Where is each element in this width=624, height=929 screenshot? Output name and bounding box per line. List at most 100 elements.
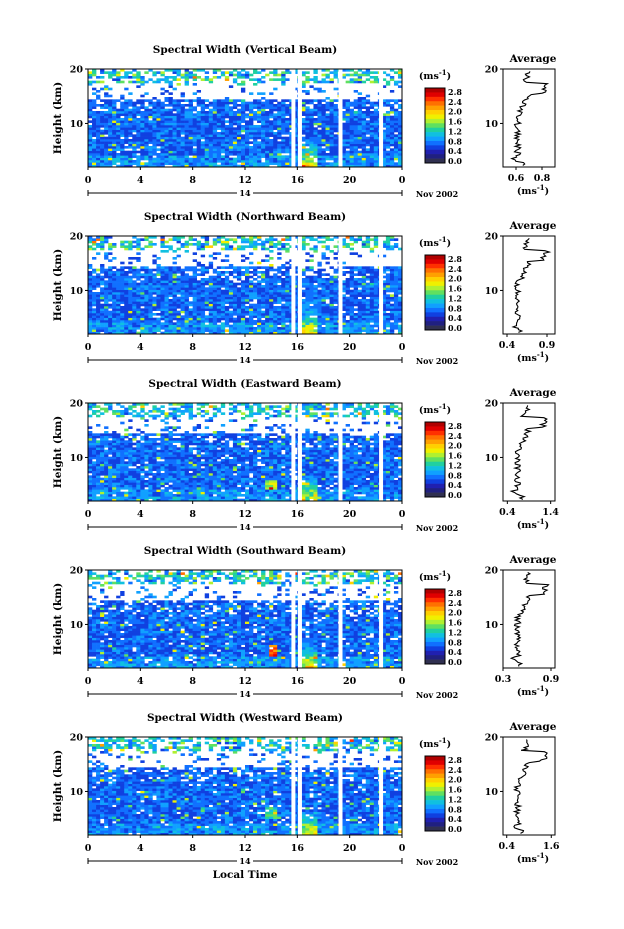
- colorbar-swatch: [425, 650, 445, 656]
- data-gap-4: [379, 737, 384, 835]
- colorbar-swatch: [425, 277, 445, 282]
- average-x-tick-label: 0.4: [498, 841, 515, 852]
- heatmap: [87, 736, 403, 836]
- x-tick-label: 0: [85, 843, 92, 854]
- panel-3: Spectral Width (Eastward Beam) 20 10 Height…: [52, 378, 559, 533]
- x-tick-label: 4: [137, 342, 144, 353]
- day-label-bg: [237, 355, 253, 365]
- colorbar-swatch: [425, 492, 445, 498]
- average-x-tick-label: 0.9: [539, 340, 556, 351]
- day-label-bg: [237, 522, 253, 532]
- y-axis-label: Height (km): [52, 416, 64, 488]
- average-y-tick-label: 10: [485, 119, 499, 130]
- average-profile-line: [509, 572, 550, 667]
- average-profile-line: [509, 405, 548, 500]
- colorbar-swatch: [425, 285, 445, 291]
- colorbar-tick-label: 1.6: [448, 117, 462, 127]
- colorbar-swatch: [425, 769, 445, 774]
- colorbar-tick-label: 2.0: [448, 107, 462, 117]
- data-gap-2: [297, 236, 302, 334]
- x-tick-label: 16: [291, 676, 305, 687]
- x-tick-label: 12: [238, 843, 251, 854]
- colorbar-tick-label: 1.2: [448, 794, 462, 804]
- x-tick-label: 16: [291, 509, 305, 520]
- average-x-tick-label: 1.6: [543, 841, 560, 852]
- colorbar-swatch: [425, 589, 445, 594]
- heatmap-title: Spectral Width (Westward Beam): [147, 712, 343, 724]
- average-x-tick-label: 1.4: [542, 507, 559, 518]
- colorbar-tick-label: 2.4: [448, 431, 462, 441]
- x-tick-label: 0: [399, 175, 406, 186]
- x-tick-label: 0: [85, 342, 92, 353]
- colorbar-swatch: [425, 110, 445, 115]
- colorbar-tick-label: 1.6: [448, 451, 462, 461]
- colorbar-tick-label: 0.8: [448, 804, 462, 814]
- colorbar-tick-label: 2.4: [448, 598, 462, 608]
- colorbar-tick-label: 0.4: [448, 647, 462, 657]
- colorbar-frame: [424, 87, 446, 164]
- x-tick-label: 20: [343, 509, 357, 520]
- colorbar-swatch: [425, 795, 445, 801]
- colorbar-tick-label: 0.4: [448, 313, 462, 323]
- day-label: 14: [239, 188, 251, 198]
- colorbar-swatch: [425, 466, 445, 471]
- average-x-tick-label: 0.6: [508, 173, 525, 184]
- x-tick-label: 8: [189, 843, 196, 854]
- y-axis: 20 10 Height (km): [52, 733, 88, 822]
- colorbar-tick-label: 0.4: [448, 480, 462, 490]
- colorbar-swatch: [425, 782, 445, 788]
- x-tick-label: 4: [137, 676, 144, 687]
- colorbar-swatch: [425, 457, 445, 463]
- x-tick-label: 8: [189, 676, 196, 687]
- data-gap-4: [379, 570, 384, 668]
- x-tick-label: 0: [85, 509, 92, 520]
- average-y-tick-label: 10: [485, 453, 499, 464]
- colorbar-tick-label: 1.6: [448, 284, 462, 294]
- colorbar-tick-label: 2.4: [448, 97, 462, 107]
- data-gap-2: [297, 570, 302, 668]
- x-tick-label: 0: [85, 676, 92, 687]
- x-axis: 0 4 8 12 16 20 0 14 Nov 2002: [85, 334, 458, 366]
- colorbar-swatch: [425, 426, 445, 432]
- average-title: Average: [509, 53, 557, 65]
- average-x-tick-label: 0.4: [499, 340, 516, 351]
- colorbar-swatch: [425, 606, 445, 612]
- average-x-tick-label: 0.9: [543, 674, 560, 685]
- colorbar-swatch: [425, 114, 445, 120]
- x-tick-label: 12: [238, 509, 251, 520]
- colorbar-swatch: [425, 435, 445, 440]
- x-tick-label: 16: [291, 843, 305, 854]
- y-tick-label: 10: [70, 453, 84, 464]
- date-label: Nov 2002: [416, 523, 458, 533]
- x-tick-label: 12: [238, 676, 251, 687]
- colorbar-swatch: [425, 448, 445, 454]
- colorbar-swatch: [425, 637, 445, 643]
- x-tick-label: 4: [137, 509, 144, 520]
- average-profile: Average 20 10 0.4 1.4(ms-1): [485, 387, 560, 531]
- colorbar-tick-label: 0.8: [448, 303, 462, 313]
- average-x-tick-label: 0.8: [534, 173, 551, 184]
- colorbar-swatch: [425, 101, 445, 106]
- colorbar-swatch: [425, 800, 445, 805]
- colorbar-frame: [424, 421, 446, 498]
- colorbar-swatch: [425, 307, 445, 313]
- colorbar-swatch: [425, 593, 445, 599]
- x-tick-label: 4: [137, 175, 144, 186]
- y-tick-label: 10: [70, 286, 84, 297]
- y-tick-label: 10: [70, 787, 84, 798]
- colorbar-swatch: [425, 470, 445, 476]
- colorbar-tick-label: 2.4: [448, 264, 462, 274]
- data-gap-3: [338, 570, 343, 668]
- colorbar-swatch: [425, 316, 445, 322]
- colorbar-frame: [424, 254, 446, 331]
- colorbar-swatch: [425, 619, 445, 625]
- colorbar-swatch: [425, 786, 445, 792]
- colorbar-swatch: [425, 422, 445, 427]
- day-label: 14: [239, 355, 251, 365]
- y-axis: 20 10 Height (km): [52, 65, 88, 154]
- x-tick-label: 0: [399, 843, 406, 854]
- colorbar-tick-label: 2.0: [448, 775, 462, 785]
- x-axis: 0 4 8 12 16 20 0 14 Nov 2002: [85, 501, 458, 533]
- x-tick-label: 12: [238, 175, 251, 186]
